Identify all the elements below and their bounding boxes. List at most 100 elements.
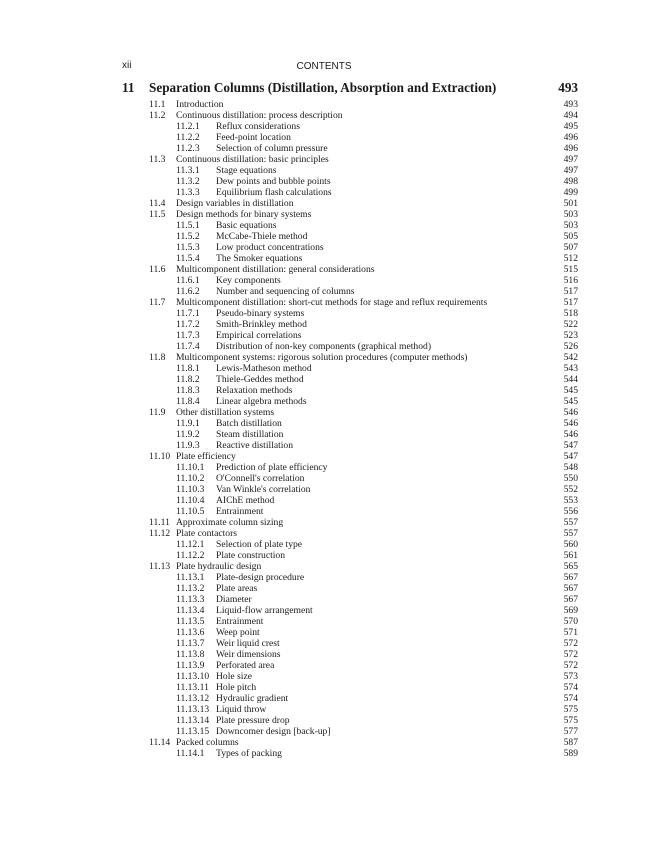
entry-title: Plate pressure drop [216, 715, 290, 726]
entry-page: 571 [563, 627, 578, 638]
toc-section: 11.4 Design variables in distillation 501 [0, 198, 648, 209]
entry-title: Distribution of non-key components (grap… [216, 341, 432, 352]
entry-title: Entrainment [216, 506, 264, 517]
entry-number: 11.5.1 [176, 220, 200, 231]
entry-number: 11.2.2 [176, 132, 200, 143]
entry-page: 577 [563, 726, 578, 737]
toc-subsection: 11.5.3 Low product concentrations 507 [0, 242, 648, 253]
toc-subsection: 11.5.4 The Smoker equations 512 [0, 253, 648, 264]
chapter-number: 11 [122, 80, 135, 95]
toc-section: 11.11 Approximate column sizing 557 [0, 517, 648, 528]
toc-subsection: 11.13.5 Entrainment 570 [0, 616, 648, 627]
entry-number: 11.7.4 [176, 341, 200, 352]
entry-title: Smith-Brinkley method [216, 319, 307, 330]
entry-page: 495 [563, 121, 578, 132]
toc-section: 11.8 Multicomponent systems: rigorous sol… [0, 352, 648, 363]
entry-title: Dew points and bubble points [216, 176, 331, 187]
entry-number: 11.10.2 [176, 473, 205, 484]
toc-subsection: 11.7.2 Smith-Brinkley method 522 [0, 319, 648, 330]
entry-page: 546 [563, 429, 578, 440]
entry-page: 560 [563, 539, 578, 550]
entry-number: 11.14.1 [176, 748, 205, 759]
entry-page: 542 [563, 352, 578, 363]
entry-page: 516 [563, 275, 578, 286]
entry-page: 505 [563, 231, 578, 242]
toc-subsection: 11.13.9 Perforated area 572 [0, 660, 648, 671]
toc-section: 11.3 Continuous distillation: basic princ… [0, 154, 648, 165]
toc-subsection: 11.13.11 Hole pitch 574 [0, 682, 648, 693]
entry-page: 572 [563, 638, 578, 649]
entry-title: Multicomponent distillation: general con… [176, 264, 375, 275]
entry-title: Multicomponent distillation: short-cut m… [176, 297, 488, 308]
toc-subsection: 11.7.3 Empirical correlations 523 [0, 330, 648, 341]
entry-page: 503 [563, 220, 578, 231]
entry-number: 11.13.13 [176, 704, 210, 715]
entry-number: 11.14 [149, 737, 171, 748]
entry-number: 11.9 [149, 407, 166, 418]
entry-number: 11.8 [149, 352, 166, 363]
entry-number: 11.7.2 [176, 319, 200, 330]
entry-page: 546 [563, 407, 578, 418]
entry-number: 11.4 [149, 198, 166, 209]
toc-subsection: 11.13.6 Weep point 571 [0, 627, 648, 638]
entry-number: 11.8.1 [176, 363, 200, 374]
entry-number: 11.13.12 [176, 693, 210, 704]
chapter-heading: 11 Separation Columns (Distillation, Abs… [122, 80, 578, 98]
toc-subsection: 11.7.4 Distribution of non-key components… [0, 341, 648, 352]
entry-page: 567 [563, 594, 578, 605]
entry-title: Low product concentrations [216, 242, 324, 253]
entry-number: 11.13.1 [176, 572, 205, 583]
entry-title: Plate construction [216, 550, 286, 561]
entry-page: 512 [563, 253, 578, 264]
entry-title: Liquid-flow arrangement [216, 605, 313, 616]
toc-subsection: 11.6.2 Number and sequencing of columns 51… [0, 286, 648, 297]
entry-number: 11.3.3 [176, 187, 200, 198]
entry-page: 517 [563, 297, 578, 308]
entry-title: Packed columns [176, 737, 239, 748]
entry-title: Weir dimensions [216, 649, 281, 660]
entry-number: 11.13.14 [176, 715, 210, 726]
entry-title: Thiele-Geddes method [216, 374, 304, 385]
entry-title: Design methods for binary systems [176, 209, 312, 220]
toc-subsection: 11.13.10 Hole size 573 [0, 671, 648, 682]
entry-page: 557 [563, 517, 578, 528]
entry-title: Lewis-Matheson method [216, 363, 312, 374]
entry-number: 11.6.2 [176, 286, 200, 297]
entry-title: Types of packing [216, 748, 282, 759]
entry-page: 546 [563, 418, 578, 429]
entry-number: 11.5.4 [176, 253, 200, 264]
page-number: xii [122, 60, 132, 71]
toc-subsection: 11.7.1 Pseudo-binary systems 518 [0, 308, 648, 319]
entry-title: Steam distillation [216, 429, 284, 440]
entry-title: Downcomer design [back-up] [216, 726, 331, 737]
entry-page: 574 [563, 682, 578, 693]
toc-subsection: 11.12.2 Plate construction 561 [0, 550, 648, 561]
entry-number: 11.13.3 [176, 594, 205, 605]
entry-page: 556 [563, 506, 578, 517]
entry-number: 11.12 [149, 528, 171, 539]
toc-section: 11.10 Plate efficiency 547 [0, 451, 648, 462]
entry-number: 11.2.1 [176, 121, 200, 132]
entry-page: 543 [563, 363, 578, 374]
entry-number: 11.7.3 [176, 330, 200, 341]
entry-page: 496 [563, 143, 578, 154]
entry-page: 567 [563, 572, 578, 583]
entry-number: 11.13.8 [176, 649, 205, 660]
entry-page: 517 [563, 286, 578, 297]
entry-title: Selection of plate type [216, 539, 303, 550]
toc-subsection: 11.8.4 Linear algebra methods 545 [0, 396, 648, 407]
entry-title: Multicomponent systems: rigorous solutio… [176, 352, 468, 363]
entry-title: Weep point [216, 627, 260, 638]
entry-page: 575 [563, 704, 578, 715]
entry-title: Stage equations [216, 165, 277, 176]
entry-number: 11.7.1 [176, 308, 200, 319]
toc-subsection: 11.9.2 Steam distillation 546 [0, 429, 648, 440]
entry-title: Approximate column sizing [176, 517, 284, 528]
entry-page: 497 [563, 165, 578, 176]
entry-title: Liquid throw [216, 704, 267, 715]
entry-page: 574 [563, 693, 578, 704]
toc-subsection: 11.13.12 Hydraulic gradient 574 [0, 693, 648, 704]
entry-page: 565 [563, 561, 578, 572]
entry-title: Continuous distillation: basic principle… [176, 154, 329, 165]
entry-number: 11.13.5 [176, 616, 205, 627]
